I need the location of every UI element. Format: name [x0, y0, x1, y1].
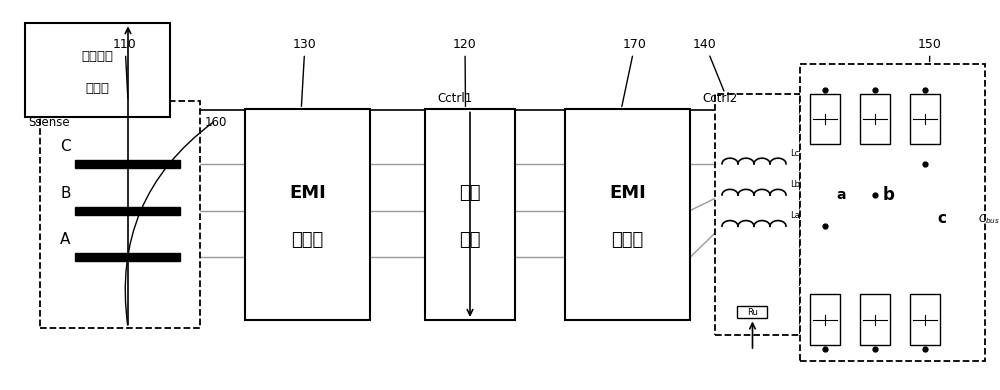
- Bar: [715, 94, 800, 335]
- Bar: [40, 101, 200, 328]
- Text: 交流电检: 交流电检: [82, 50, 114, 63]
- Bar: [75, 254, 180, 261]
- Text: 滤波器: 滤波器: [611, 231, 644, 249]
- Text: B: B: [60, 186, 70, 200]
- Bar: [425, 109, 515, 320]
- Bar: [800, 64, 985, 361]
- Text: $C_{bus}$: $C_{bus}$: [978, 213, 1000, 226]
- Text: 滤波器: 滤波器: [291, 231, 324, 249]
- Bar: [25, 23, 170, 117]
- Text: b: b: [883, 186, 895, 204]
- Text: La: La: [790, 211, 800, 220]
- Text: Ru: Ru: [747, 308, 758, 317]
- Text: Lc: Lc: [790, 149, 799, 158]
- Bar: [245, 109, 370, 320]
- Bar: [75, 160, 180, 168]
- Bar: [75, 207, 180, 215]
- Text: 120: 120: [453, 38, 477, 106]
- Text: Cctrl2: Cctrl2: [702, 92, 738, 105]
- Text: 测电路: 测电路: [86, 82, 110, 96]
- Text: EMI: EMI: [609, 184, 646, 202]
- Text: 开关: 开关: [459, 184, 481, 202]
- Text: 140: 140: [693, 38, 724, 91]
- Text: 单元: 单元: [459, 231, 481, 249]
- Text: Ssense: Ssense: [28, 116, 70, 129]
- Text: C: C: [60, 139, 71, 154]
- Bar: [910, 294, 940, 345]
- Text: 160: 160: [205, 116, 227, 129]
- Text: 170: 170: [622, 38, 647, 106]
- Bar: [737, 306, 767, 318]
- Bar: [860, 94, 890, 144]
- Text: c: c: [937, 211, 946, 226]
- Bar: [910, 94, 940, 144]
- Text: 110: 110: [113, 38, 137, 99]
- Bar: [810, 294, 840, 345]
- Text: A: A: [60, 232, 70, 247]
- Text: a: a: [836, 188, 846, 202]
- Text: EMI: EMI: [289, 184, 326, 202]
- Bar: [565, 109, 690, 320]
- Text: Cctrl1: Cctrl1: [437, 92, 473, 105]
- Text: 150: 150: [918, 38, 942, 62]
- Bar: [860, 294, 890, 345]
- Text: Lb: Lb: [790, 180, 800, 189]
- Text: 130: 130: [293, 38, 317, 106]
- Bar: [810, 94, 840, 144]
